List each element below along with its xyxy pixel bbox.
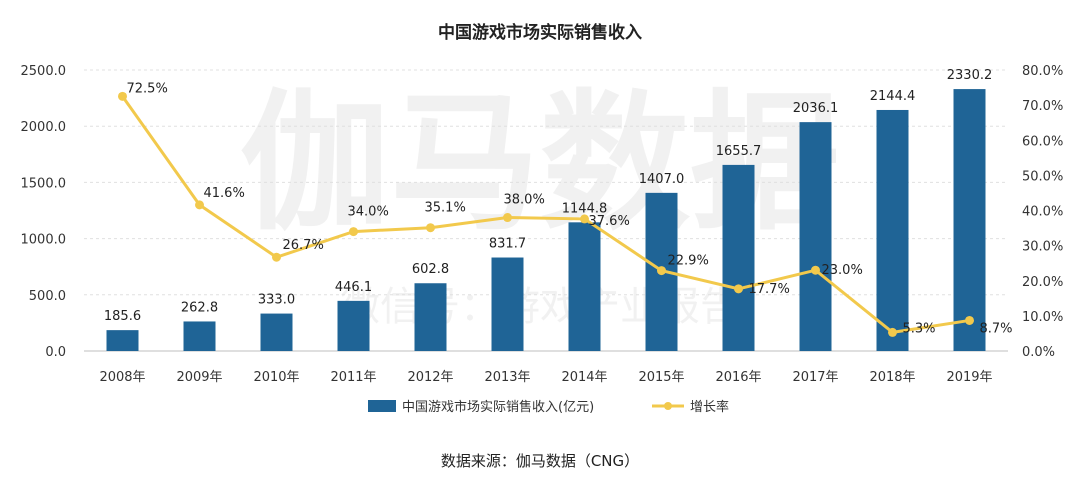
growth-point-2014年: [580, 214, 589, 224]
growth-value-label: 5.3%: [903, 321, 936, 336]
growth-point-2010年: [272, 252, 281, 262]
bar-value-label: 333.0: [258, 293, 295, 308]
bar-value-label: 262.8: [181, 300, 218, 315]
bar-value-label: 1655.7: [716, 144, 762, 159]
x-tick-label: 2012年: [407, 370, 453, 385]
growth-value-label: 26.7%: [283, 238, 324, 253]
right-axis-ticks: 0.0% 10.0% 20.0% 30.0% 40.0% 50.0% 60.0% 70.0% 8…: [1022, 64, 1063, 360]
growth-value-label: 22.9%: [668, 254, 709, 269]
bar-2008年: [106, 330, 139, 351]
bar-2014年: [568, 222, 601, 351]
bar-series: 185.6 262.8 333.0 446.1 602.8 831.7 1144.8 1407…: [104, 68, 993, 352]
right-tick-label: 30.0%: [1022, 240, 1063, 255]
bar-2017年: [799, 122, 832, 351]
bar-value-label: 2036.1: [793, 101, 839, 116]
growth-point-2018年: [888, 327, 897, 337]
growth-value-label: 17.7%: [749, 282, 790, 297]
source-note: 数据来源：伽马数据（CNG）: [441, 452, 639, 470]
right-tick-label: 20.0%: [1022, 275, 1063, 290]
x-tick-label: 2014年: [561, 370, 607, 385]
growth-point-2015年: [657, 266, 666, 276]
bar-value-label: 1407.0: [639, 172, 685, 187]
growth-point-2011年: [349, 227, 358, 237]
growth-value-label: 38.0%: [504, 193, 545, 208]
left-tick-label: 1000.0: [21, 233, 67, 248]
growth-value-label: 41.6%: [204, 186, 245, 201]
x-tick-label: 2009年: [176, 370, 222, 385]
left-tick-label: 0.0: [45, 345, 66, 360]
growth-value-label: 72.5%: [127, 81, 168, 96]
bar-2011年: [337, 300, 370, 351]
right-tick-label: 80.0%: [1022, 64, 1063, 79]
growth-value-label: 23.0%: [822, 263, 863, 278]
legend-bar-label: 中国游戏市场实际销售收入(亿元): [402, 399, 594, 415]
bar-2016年: [722, 164, 755, 351]
x-tick-label: 2013年: [484, 370, 530, 385]
bar-value-label: 602.8: [412, 262, 449, 277]
bar-2013年: [491, 257, 524, 351]
x-tick-label: 2008年: [99, 370, 145, 385]
left-tick-label: 1500.0: [21, 176, 67, 191]
x-axis-labels: 2008年 2009年 2010年 2011年 2012年 2013年 2014年 2015年…: [99, 370, 992, 385]
chart-title: 中国游戏市场实际销售收入: [438, 22, 642, 43]
x-tick-label: 2015年: [638, 370, 684, 385]
bar-value-label: 2144.4: [870, 89, 916, 104]
right-tick-label: 60.0%: [1022, 134, 1063, 149]
grid-lines: [84, 69, 1008, 352]
bar-value-label: 831.7: [489, 237, 526, 252]
bar-2019年: [953, 89, 986, 352]
growth-value-label: 35.1%: [425, 201, 466, 216]
right-tick-label: 40.0%: [1022, 205, 1063, 220]
bar-2009年: [183, 321, 216, 351]
growth-point-2019年: [965, 315, 974, 325]
bar-2012年: [414, 283, 447, 351]
right-tick-label: 70.0%: [1022, 99, 1063, 114]
legend-bar-swatch: [368, 400, 396, 412]
growth-point-2017年: [811, 265, 820, 275]
growth-line: [121, 95, 970, 334]
legend: 中国游戏市场实际销售收入(亿元) 增长率: [368, 399, 729, 415]
right-tick-label: 10.0%: [1022, 310, 1063, 325]
growth-point-2008年: [118, 91, 127, 101]
bar-value-label: 2330.2: [947, 68, 993, 83]
growth-value-label: 37.6%: [589, 214, 630, 229]
legend-line-marker: [664, 402, 672, 410]
left-tick-label: 2500.0: [21, 64, 67, 79]
left-tick-label: 2000.0: [21, 120, 67, 135]
growth-point-2013年: [503, 213, 512, 223]
bar-value-label: 1144.8: [562, 201, 608, 216]
watermark-sub: 微信号：游戏产业报告: [340, 284, 740, 330]
legend-line-label: 增长率: [690, 399, 729, 415]
x-tick-label: 2016年: [715, 370, 761, 385]
bar-2018年: [876, 109, 909, 351]
left-tick-label: 500.0: [29, 289, 66, 304]
left-axis-ticks: 0.0 500.0 1000.0 1500.0 2000.0 2500.0: [21, 64, 67, 360]
growth-value-label: 34.0%: [348, 205, 389, 220]
bar-value-label: 446.1: [335, 280, 372, 295]
x-tick-label: 2019年: [946, 370, 992, 385]
bar-value-label: 185.6: [104, 309, 141, 324]
growth-point-2016年: [734, 284, 743, 294]
bar-2010年: [260, 313, 293, 351]
growth-point-2009年: [195, 200, 204, 210]
growth-value-label: 8.7%: [980, 321, 1013, 336]
x-tick-label: 2017年: [792, 370, 838, 385]
growth-line-series: 72.5% 41.6% 26.7% 34.0% 35.1% 38.0% 37.6% 22.9%…: [118, 81, 1013, 337]
x-tick-label: 2010年: [253, 370, 299, 385]
right-tick-label: 0.0%: [1022, 345, 1055, 360]
growth-point-2012年: [426, 223, 435, 233]
x-tick-label: 2011年: [330, 370, 376, 385]
right-tick-label: 50.0%: [1022, 169, 1063, 184]
x-tick-label: 2018年: [869, 370, 915, 385]
